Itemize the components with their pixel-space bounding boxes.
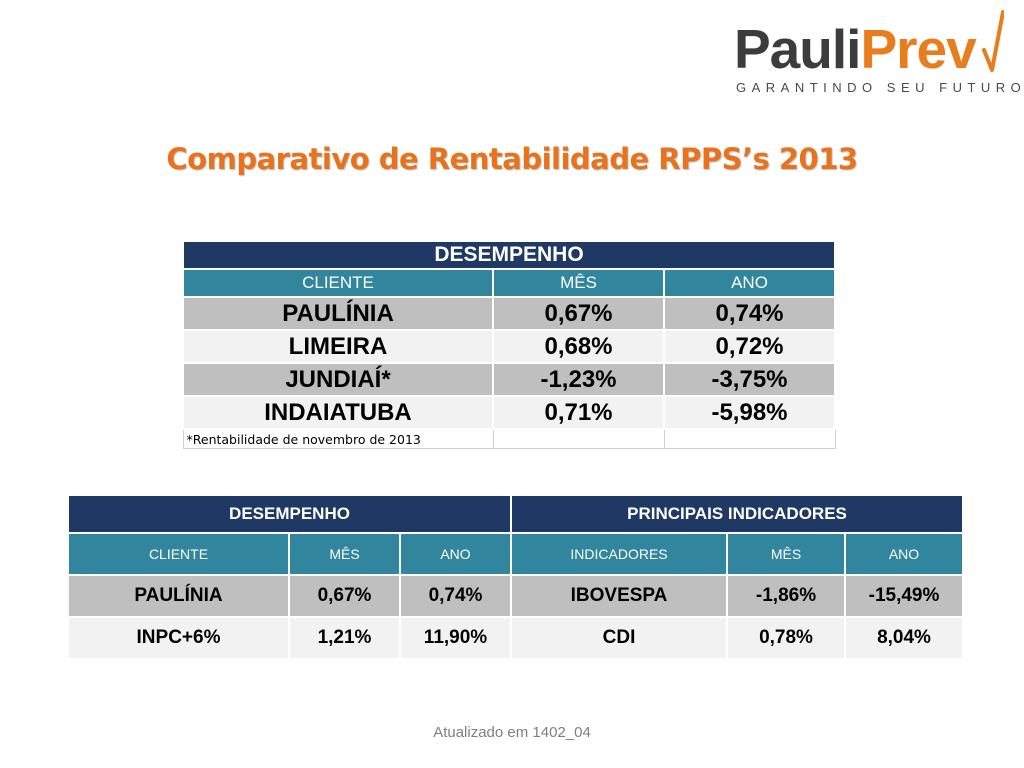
- footnote: *Rentabilidade de novembro de 2013: [182, 428, 494, 449]
- client-cell: JUNDIAÍ*: [182, 362, 494, 397]
- table-row: JUNDIAÍ* -1,23% -3,75%: [182, 362, 836, 397]
- logo-tagline: GARANTINDO SEU FUTURO: [736, 80, 1024, 95]
- client-cell: PAULÍNIA: [67, 574, 290, 618]
- empty-cell: [663, 428, 836, 449]
- page-title: Comparativo de Rentabilidade RPPS’s 2013: [166, 142, 858, 176]
- table2-header-row: DESEMPENHO PRINCIPAIS INDICADORES: [66, 494, 965, 534]
- year-cell: -5,98%: [663, 395, 836, 430]
- client-cell: INPC+6%: [67, 616, 290, 660]
- indicator-month-cell: -1,86%: [726, 574, 847, 618]
- table1-column-headers: CLIENTE MÊS ANO: [182, 268, 836, 298]
- year-cell: 0,72%: [663, 329, 836, 364]
- year-cell: 11,90%: [398, 616, 513, 660]
- table-row: PAULÍNIA 0,67% 0,74%: [182, 296, 836, 331]
- indicators-comparison-table: DESEMPENHO PRINCIPAIS INDICADORES CLIENT…: [66, 494, 965, 660]
- indicator-year-cell: -15,49%: [844, 574, 965, 618]
- table-row: LIMEIRA 0,68% 0,72%: [182, 329, 836, 364]
- table1-header: DESEMPENHO: [182, 240, 836, 270]
- month-cell: 0,68%: [492, 329, 665, 364]
- column-header-mes: MÊS: [726, 532, 847, 576]
- table2-header-indicadores: PRINCIPAIS INDICADORES: [510, 494, 965, 534]
- checkmark-icon: [982, 10, 1004, 72]
- column-header-mes: MÊS: [288, 532, 401, 576]
- logo-wordmark: PauliPrev: [734, 18, 977, 80]
- empty-cell: [492, 428, 665, 449]
- column-header-ano: ANO: [844, 532, 965, 576]
- rpps-performance-table: DESEMPENHO CLIENTE MÊS ANO PAULÍNIA 0,67…: [182, 240, 836, 449]
- month-cell: 0,67%: [288, 574, 401, 618]
- table1-note-row: *Rentabilidade de novembro de 2013: [182, 428, 836, 449]
- year-cell: 0,74%: [663, 296, 836, 331]
- column-header-cliente: CLIENTE: [67, 532, 290, 576]
- indicator-month-cell: 0,78%: [726, 616, 847, 660]
- column-header-cliente: CLIENTE: [182, 268, 494, 298]
- client-cell: LIMEIRA: [182, 329, 494, 364]
- paulprev-logo: PauliPrev GARANTINDO SEU FUTURO: [734, 10, 1021, 100]
- month-cell: 0,71%: [492, 395, 665, 430]
- indicator-cell: CDI: [510, 616, 729, 660]
- client-cell: PAULÍNIA: [182, 296, 494, 331]
- year-cell: -3,75%: [663, 362, 836, 397]
- update-footer: Atualizado em 1402_04: [433, 724, 591, 741]
- column-header-ano: ANO: [663, 268, 836, 298]
- table-row: INDAIATUBA 0,71% -5,98%: [182, 395, 836, 430]
- indicator-cell: IBOVESPA: [510, 574, 729, 618]
- column-header-ano: ANO: [398, 532, 513, 576]
- month-cell: 1,21%: [288, 616, 401, 660]
- table2-column-headers: CLIENTE MÊS ANO INDICADORES MÊS ANO: [67, 532, 965, 576]
- column-header-indicadores: INDICADORES: [510, 532, 729, 576]
- table-row: PAULÍNIA 0,67% 0,74% IBOVESPA -1,86% -15…: [67, 574, 965, 618]
- column-header-mes: MÊS: [492, 268, 665, 298]
- table2-header-desempenho: DESEMPENHO: [66, 494, 513, 534]
- indicator-year-cell: 8,04%: [844, 616, 965, 660]
- month-cell: -1,23%: [492, 362, 665, 397]
- month-cell: 0,67%: [492, 296, 665, 331]
- table-row: INPC+6% 1,21% 11,90% CDI 0,78% 8,04%: [67, 616, 965, 660]
- year-cell: 0,74%: [398, 574, 513, 618]
- client-cell: INDAIATUBA: [182, 395, 494, 430]
